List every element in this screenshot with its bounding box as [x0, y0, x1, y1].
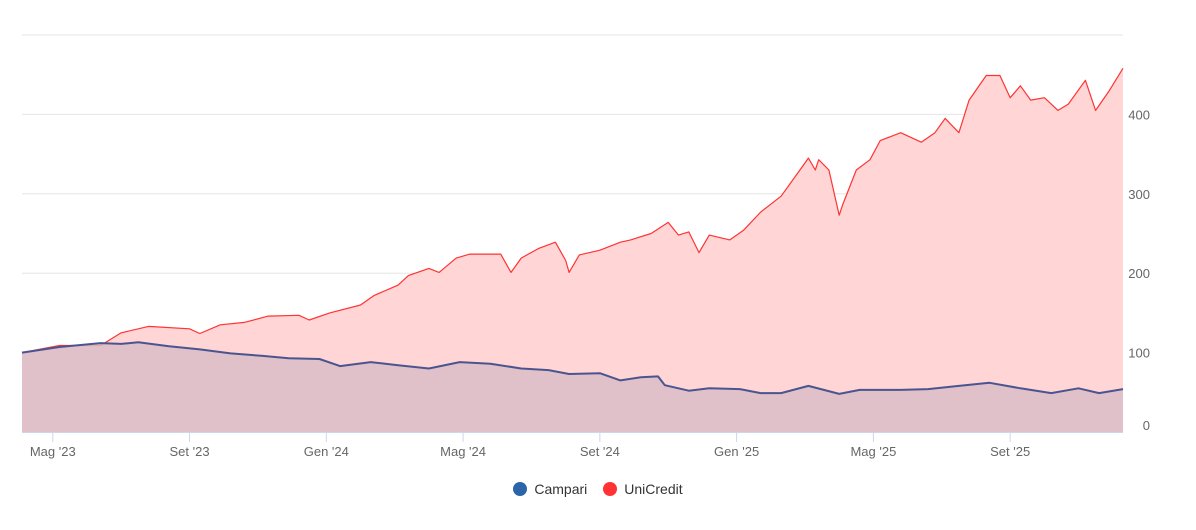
- series-layer: [21, 67, 1124, 433]
- x-tick-label: Mag '25: [850, 444, 896, 459]
- axes: 0 100 200 300 400 Mag '23 Set '23 Gen '24 Mag '2…: [22, 107, 1150, 459]
- legend-item-campari[interactable]: Campari: [513, 481, 587, 497]
- x-tick-label: Gen '24: [304, 444, 349, 459]
- y-tick-label: 300: [1128, 187, 1150, 202]
- chart: 0 100 200 300 400 Mag '23 Set '23 Gen '24 Mag '2…: [21, 34, 1150, 459]
- legend: Campari UniCredit: [0, 481, 1196, 497]
- campari-area: [22, 342, 1123, 432]
- x-tick-label: Gen '25: [714, 444, 759, 459]
- legend-label-unicredit: UniCredit: [624, 481, 683, 497]
- campari-legend-marker: [513, 482, 528, 496]
- y-tick-label: 100: [1128, 346, 1150, 361]
- x-tick-label: Set '23: [170, 444, 210, 459]
- legend-label-campari: Campari: [534, 481, 588, 497]
- x-tick-label: Mag '23: [30, 444, 76, 459]
- x-tick-label: Set '24: [580, 444, 620, 459]
- y-tick-label: 0: [1143, 418, 1150, 433]
- legend-item-unicredit[interactable]: UniCredit: [603, 481, 683, 497]
- unicredit-legend-marker: [603, 482, 618, 496]
- campari-line: [21, 341, 1124, 395]
- x-tick-label: Set '25: [990, 444, 1030, 459]
- x-tick-label: Mag '24: [440, 444, 486, 459]
- y-tick-label: 400: [1128, 107, 1150, 122]
- y-tick-label: 200: [1128, 266, 1150, 281]
- unicredit-area: [22, 68, 1123, 433]
- unicredit-line: [21, 67, 1124, 354]
